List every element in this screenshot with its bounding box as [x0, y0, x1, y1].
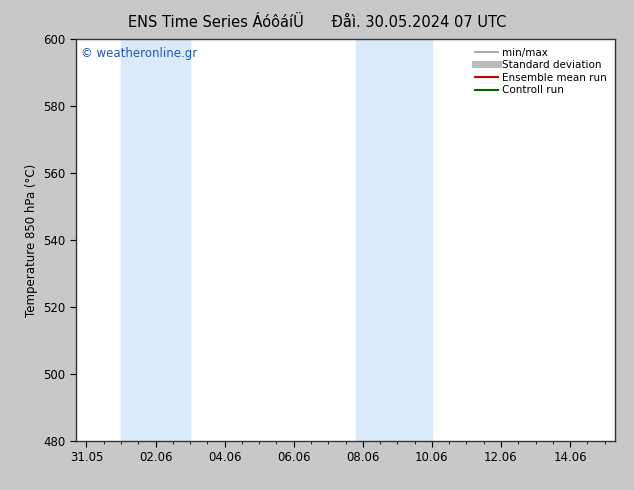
Y-axis label: Temperature 850 hPa (°C): Temperature 850 hPa (°C) — [25, 164, 38, 317]
Bar — [121, 39, 190, 441]
Bar — [356, 39, 432, 441]
Text: ENS Time Series ÁóôáíÜ      Đåì. 30.05.2024 07 UTC: ENS Time Series ÁóôáíÜ Đåì. 30.05.2024 0… — [128, 15, 506, 30]
Legend: min/max, Standard deviation, Ensemble mean run, Controll run: min/max, Standard deviation, Ensemble me… — [472, 45, 610, 98]
Text: © weatheronline.gr: © weatheronline.gr — [81, 47, 198, 60]
